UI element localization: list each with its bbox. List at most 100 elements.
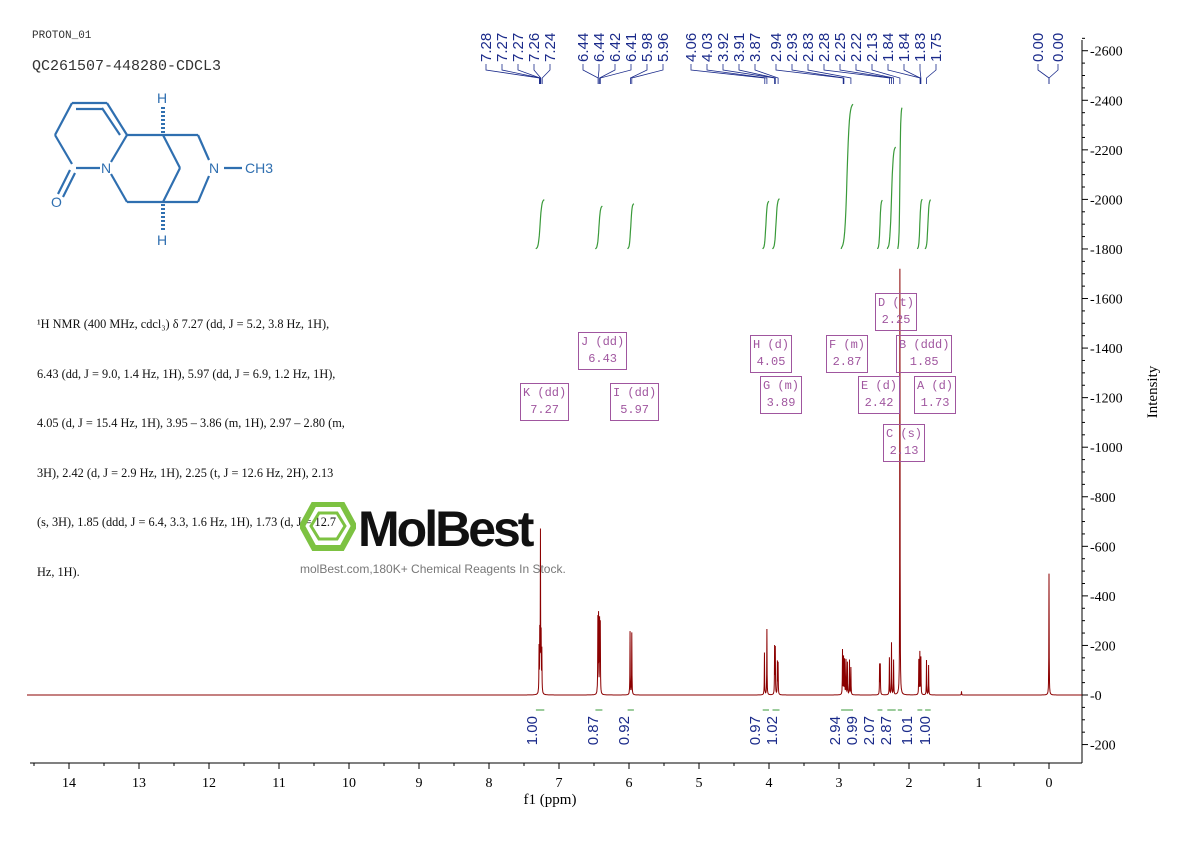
peak-label-connector bbox=[485, 64, 540, 84]
peak-label: 7.28 bbox=[478, 33, 495, 62]
peak-label-connector bbox=[855, 64, 894, 84]
x-tick-label: 13 bbox=[132, 776, 146, 791]
integral-value: 2.87 bbox=[878, 716, 895, 745]
peak-label: 2.22 bbox=[848, 33, 865, 62]
x-tick-label: 7 bbox=[556, 776, 563, 791]
integral-curve bbox=[924, 199, 932, 250]
multiplet-shift: 1.73 bbox=[920, 396, 950, 410]
peak-label: 1.84 bbox=[896, 33, 913, 62]
peak-label: 6.44 bbox=[575, 33, 592, 62]
integral-curve bbox=[897, 107, 903, 250]
multiplet-box-k: K (dd) 7.27 bbox=[520, 383, 570, 421]
atom-n-amide: N bbox=[101, 160, 111, 176]
y-tick-label: -2000 bbox=[1090, 193, 1123, 208]
experiment-name: PROTON_01 bbox=[32, 30, 92, 42]
x-tick-label: 4 bbox=[766, 776, 773, 791]
peak-label-connector bbox=[599, 64, 616, 84]
multiplet-label: F (m) bbox=[829, 338, 866, 352]
peak-label: 2.93 bbox=[784, 33, 801, 62]
integral-value: 2.94 bbox=[827, 716, 844, 745]
peak-label: 3.91 bbox=[731, 33, 748, 62]
y-tick-label: -200 bbox=[1090, 639, 1116, 654]
peak-label-connector bbox=[533, 64, 542, 84]
y-tick-label: -1600 bbox=[1090, 293, 1123, 308]
multiplet-shift: 2.42 bbox=[864, 396, 894, 410]
description-line: 3H), 2.42 (d, J = 2.9 Hz, 1H), 2.25 (t, … bbox=[37, 465, 334, 480]
description-line: ¹H NMR (400 MHz, cdcl₃) δ 7.27 (dd, J = … bbox=[37, 317, 330, 331]
integral-curve bbox=[535, 199, 545, 250]
x-tick-label: 12 bbox=[202, 776, 216, 791]
peak-label-connector bbox=[1048, 64, 1059, 84]
multiplet-shift: 3.89 bbox=[766, 396, 796, 410]
multiplet-label: I (dd) bbox=[613, 386, 657, 400]
multiplet-shift: 5.97 bbox=[620, 403, 650, 417]
multiplet-shift: 2.25 bbox=[881, 313, 911, 327]
peak-label: 5.96 bbox=[655, 33, 672, 62]
multiplet-shift: 7.27 bbox=[530, 403, 560, 417]
integral-value: 2.07 bbox=[861, 716, 878, 745]
y-tick-label: -400 bbox=[1090, 590, 1116, 605]
peak-label-connector bbox=[597, 64, 600, 84]
peak-label-connector bbox=[541, 64, 551, 84]
peak-label-connector bbox=[919, 64, 922, 84]
atom-h-top: H bbox=[157, 90, 167, 106]
integral-value: 1.00 bbox=[917, 716, 934, 745]
multiplet-label: J (dd) bbox=[581, 335, 625, 349]
y-tick-label: -600 bbox=[1090, 540, 1116, 555]
y-tick-label: -1000 bbox=[1090, 441, 1123, 456]
peak-label-connector bbox=[722, 64, 775, 84]
peak-label-connector bbox=[599, 64, 632, 84]
multiplet-box-h: H (d) 4.05 bbox=[750, 335, 793, 373]
integral-value: 0.87 bbox=[585, 716, 602, 745]
peak-label-connector bbox=[690, 64, 766, 84]
x-tick-label: 10 bbox=[342, 776, 356, 791]
integral-curve bbox=[886, 146, 897, 250]
peak-label: 7.26 bbox=[526, 33, 543, 62]
peak-label: 5.98 bbox=[639, 33, 656, 62]
multiplet-box-g: G (m) 3.89 bbox=[760, 376, 803, 414]
y-tick-label: -200 bbox=[1090, 739, 1116, 754]
peak-label-connector bbox=[903, 64, 921, 84]
multiplet-box-b: B (ddd) 1.85 bbox=[896, 335, 953, 373]
multiplet-label: K (dd) bbox=[523, 386, 567, 400]
y-axis-label: Intensity bbox=[1145, 365, 1161, 418]
peak-label-connector bbox=[839, 64, 892, 84]
peak-label-connector bbox=[871, 64, 901, 84]
peak-label-connector bbox=[926, 64, 937, 84]
y-tick-label: -2400 bbox=[1090, 94, 1123, 109]
peak-label-connector bbox=[517, 64, 541, 84]
x-tick-label: 2 bbox=[906, 776, 913, 791]
peak-label-connector bbox=[631, 64, 664, 84]
y-tick-label: -800 bbox=[1090, 491, 1116, 506]
chemical-structure: H H N N O CH3 bbox=[51, 90, 273, 248]
atom-ch3: CH3 bbox=[245, 160, 273, 176]
peak-label: 2.83 bbox=[800, 33, 817, 62]
integral-value: 1.01 bbox=[899, 716, 916, 745]
x-tick-label: 5 bbox=[696, 776, 703, 791]
y-tick-label: -0 bbox=[1090, 689, 1102, 704]
multiplet-box-a: A (d) 1.73 bbox=[914, 376, 957, 414]
peak-label: 2.94 bbox=[768, 33, 785, 62]
molbest-logo-icon bbox=[300, 502, 356, 551]
peak-label-connector bbox=[791, 64, 845, 84]
atom-o: O bbox=[51, 194, 62, 210]
multiplet-box-i: I (dd) 5.97 bbox=[610, 383, 660, 421]
description-line: (s, 3H), 1.85 (ddd, J = 6.4, 3.3, 1.6 Hz… bbox=[37, 515, 337, 529]
integral-curve bbox=[772, 198, 780, 250]
y-tick-label: -2600 bbox=[1090, 45, 1123, 60]
multiplet-box-j: J (dd) 6.43 bbox=[578, 332, 628, 370]
peak-label: 3.92 bbox=[715, 33, 732, 62]
multiplet-box-d: D (t) 2.25 bbox=[875, 293, 918, 331]
integral-value: 0.99 bbox=[844, 716, 861, 745]
peak-label: 6.44 bbox=[591, 33, 608, 62]
y-tick-label: -1800 bbox=[1090, 243, 1123, 258]
multiplet-label: H (d) bbox=[753, 338, 790, 352]
x-tick-label: 8 bbox=[486, 776, 493, 791]
integral-curve bbox=[594, 205, 603, 250]
peak-label: 2.25 bbox=[832, 33, 849, 62]
peak-label-connector bbox=[754, 64, 779, 84]
peak-label-connector bbox=[582, 64, 599, 84]
multiplet-label: G (m) bbox=[763, 379, 800, 393]
integral-value: 1.00 bbox=[524, 716, 541, 745]
